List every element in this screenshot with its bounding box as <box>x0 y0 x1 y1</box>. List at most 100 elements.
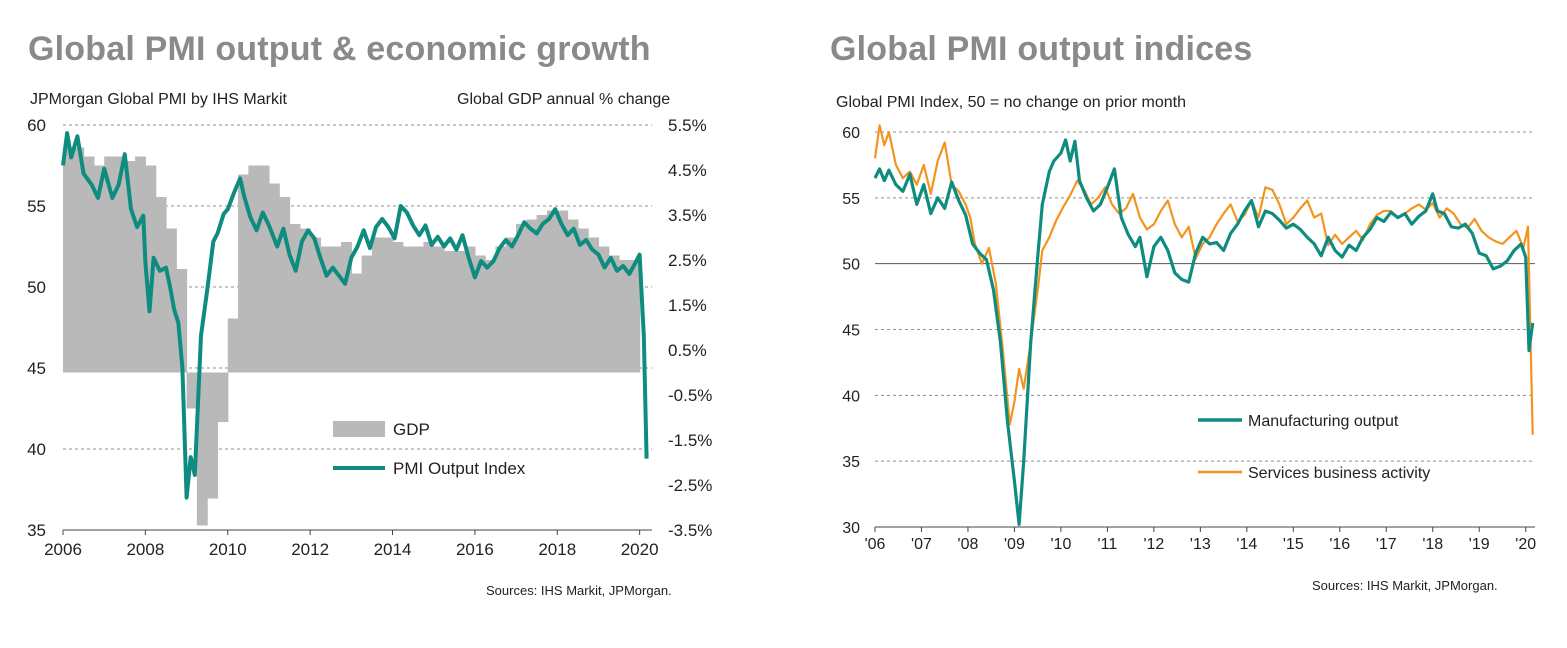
gdp-bar <box>608 255 620 373</box>
gdp-bar <box>227 318 239 373</box>
gdp-bar <box>443 251 455 373</box>
gdp-bar <box>93 165 105 373</box>
gdp-bar <box>310 237 322 373</box>
gdp-bar <box>135 156 146 373</box>
y-right-tick-label: -1.5% <box>668 431 712 450</box>
x-tick-label: '08 <box>958 536 979 553</box>
x-tick-label: 2012 <box>291 540 329 559</box>
y-left-tick-label: 50 <box>27 278 46 297</box>
x-tick-label: '19 <box>1469 536 1490 553</box>
gdp-bar <box>413 246 425 373</box>
gdp-bar <box>495 246 507 373</box>
x-tick-label: '06 <box>865 536 886 553</box>
gdp-bar <box>351 273 363 373</box>
gdp-bar <box>320 246 332 373</box>
left-chart-panel: Global PMI output & economic growth JPMo… <box>0 0 780 648</box>
gdp-bar <box>83 156 95 373</box>
gdp-bar <box>567 219 579 373</box>
y-left-tick-label: 55 <box>27 197 46 216</box>
gdp-bar <box>588 237 600 373</box>
y-right-tick-label: 2.5% <box>668 251 707 270</box>
x-tick-label: '09 <box>1004 536 1025 553</box>
right-axis-label: Global GDP annual % change <box>457 91 671 108</box>
gdp-bar <box>63 147 74 373</box>
y-right-tick-label: -2.5% <box>668 476 712 495</box>
x-tick-label: 2008 <box>126 540 164 559</box>
gdp-bar <box>104 156 116 373</box>
gdp-bar <box>454 251 466 373</box>
gdp-bar <box>330 246 342 373</box>
right-chart: 60 55 50 45 40 35 30 '06 '07 '08 '09 '10 '11 '12 '13 '1… <box>842 124 1536 553</box>
x-tick-label: 2018 <box>538 540 576 559</box>
y-right-tick-label: 3.5% <box>668 206 707 225</box>
y-right-tick-label: 0.5% <box>668 341 707 360</box>
gdp-bar <box>176 269 188 373</box>
y-tick-label: 55 <box>842 191 860 208</box>
gdp-bar <box>474 255 486 373</box>
left-axis-label: JPMorgan Global PMI by IHS Markit <box>30 91 287 108</box>
x-tick-label: '07 <box>911 536 932 553</box>
gdp-bar <box>299 228 311 373</box>
x-tick-label: '14 <box>1236 536 1257 553</box>
chart-title: Global PMI output indices <box>830 30 1253 68</box>
y-left-tick-label: 45 <box>27 359 46 378</box>
gdp-bar <box>382 237 394 373</box>
y-axis-label: Global PMI Index, 50 = no change on prio… <box>836 94 1186 111</box>
gdp-bar <box>619 260 630 373</box>
gdp-bar <box>258 165 270 373</box>
gdp-bar <box>124 161 136 373</box>
gdp-bar <box>526 219 538 373</box>
manufacturing-series-line <box>873 138 1535 527</box>
y-tick-label: 45 <box>842 323 860 340</box>
x-tick-label: 2020 <box>621 540 659 559</box>
gdp-bar <box>341 242 352 373</box>
gdp-bar <box>505 237 517 373</box>
left-chart: 60 55 50 45 40 35 5.5% 4.5% 3.5% 2.5% 1.5% 0.5% -0.5… <box>27 116 712 559</box>
x-tick-label: '13 <box>1190 536 1211 553</box>
gdp-bar <box>485 260 497 373</box>
legend-gdp-label: GDP <box>393 420 430 439</box>
x-tick-label: 2010 <box>209 540 247 559</box>
gdp-bar <box>268 183 280 373</box>
pmi-series-line <box>61 131 649 500</box>
x-tick-label: 2014 <box>374 540 412 559</box>
services-series-line <box>873 124 1534 435</box>
gdp-bar <box>289 224 301 373</box>
gdp-bar <box>371 237 383 373</box>
gdp-bar <box>392 242 404 373</box>
x-tick-label: '18 <box>1422 536 1443 553</box>
gdp-bar <box>536 215 548 373</box>
x-tick-label: '10 <box>1050 536 1071 553</box>
x-tick-label: '20 <box>1515 536 1536 553</box>
gdp-bar <box>361 255 373 373</box>
gdp-bar <box>186 372 198 409</box>
gdp-bar <box>516 224 527 373</box>
gdp-bar <box>577 228 589 373</box>
chart-title: Global PMI output & economic growth <box>28 30 651 68</box>
y-right-tick-label: 1.5% <box>668 296 707 315</box>
legend-services-label: Services business activity <box>1248 465 1430 482</box>
x-tick-label: '11 <box>1098 536 1118 553</box>
y-tick-label: 60 <box>842 125 860 142</box>
right-chart-panel: Global PMI output indices Global PMI Ind… <box>800 0 1567 648</box>
y-tick-label: 50 <box>842 257 860 274</box>
gdp-bar <box>557 210 569 373</box>
source-note: Sources: IHS Markit, JPMorgan. <box>1312 578 1498 593</box>
y-left-tick-label: 40 <box>27 440 46 459</box>
legend-pmi-label: PMI Output Index <box>393 459 526 478</box>
y-tick-label: 35 <box>842 454 860 471</box>
y-tick-label: 40 <box>842 388 860 405</box>
gdp-bar <box>238 174 249 373</box>
x-tick-label: '16 <box>1329 536 1350 553</box>
gdp-bar <box>155 197 167 373</box>
gdp-bar <box>464 246 476 373</box>
gdp-bar <box>433 246 445 373</box>
gdp-bar <box>73 147 85 373</box>
gdp-bar <box>598 246 610 373</box>
y-right-tick-label: 5.5% <box>668 116 707 135</box>
gdp-bar <box>423 242 435 373</box>
gdp-bar <box>248 165 260 373</box>
x-tick-label: 2006 <box>44 540 82 559</box>
gdp-bar <box>279 197 291 373</box>
y-right-tick-label: 4.5% <box>668 161 707 180</box>
